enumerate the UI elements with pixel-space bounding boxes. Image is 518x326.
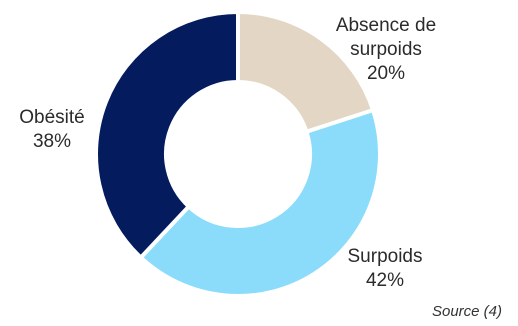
slice-label-0-line-1: surpoids <box>350 39 422 60</box>
donut-slice-1 <box>137 107 382 298</box>
slice-value-0: 20% <box>367 63 405 84</box>
slice-label-0-line-0: Absence de <box>336 15 436 36</box>
slice-value-1: 42% <box>366 270 404 291</box>
slice-label-2-line-0: Obésité <box>19 107 84 128</box>
source-note: Source (4) <box>431 303 502 320</box>
slice-value-2: 38% <box>33 131 71 152</box>
slice-label-1-line-0: Surpoids <box>348 246 423 267</box>
donut-slice-2 <box>94 9 240 261</box>
donut-slices <box>94 9 382 298</box>
donut-slice-0 <box>236 9 376 135</box>
slice-labels: Absence de surpoids 20% Surpoids 42% Obésité 3… <box>19 15 436 291</box>
